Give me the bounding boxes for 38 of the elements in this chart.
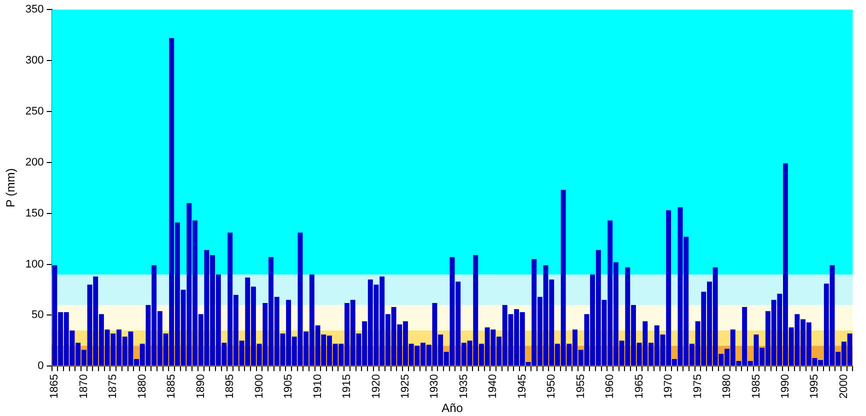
y-tick-label: 200: [25, 156, 44, 168]
x-tick-label: 1950: [546, 374, 558, 399]
x-tick-label: 1985: [750, 374, 762, 399]
x-tick-label: 1885: [166, 374, 178, 399]
x-tick-label: 1910: [312, 374, 324, 399]
x-tick-label: 1905: [282, 374, 295, 399]
x-tick-label: 1940: [487, 374, 500, 399]
x-tick-label: 1930: [428, 374, 441, 399]
y-tick-label: 50: [32, 309, 44, 322]
x-axis-title: Año: [442, 401, 464, 416]
x-tick-label: 1925: [399, 374, 412, 399]
x-tick-label: 1965: [633, 374, 646, 399]
x-tick-label: 1980: [721, 374, 734, 399]
x-tick-label: 1865: [48, 374, 61, 399]
y-tick-label: 350: [25, 4, 44, 16]
x-tick-label: 1990: [780, 374, 792, 399]
x-tick-label: 1900: [253, 374, 266, 399]
x-tick-label: 1975: [692, 374, 704, 399]
y-tick-label: 0: [38, 360, 44, 372]
y-tick-label: 250: [25, 105, 44, 118]
x-tick-label: 1920: [370, 374, 382, 399]
y-tick-label: 300: [25, 54, 44, 67]
y-tick-label: 100: [25, 258, 44, 270]
x-tick-label: 1870: [78, 374, 90, 399]
x-tick-label: 1895: [224, 374, 236, 399]
x-tick-label: 1880: [136, 374, 148, 399]
x-tick-label: 1955: [574, 374, 587, 399]
x-tick-label: 2000: [838, 374, 850, 399]
y-tick-label: 150: [25, 207, 44, 220]
x-tick-label: 1890: [194, 374, 207, 399]
x-tick-label: 1960: [604, 374, 616, 399]
x-tick-label: 1995: [808, 374, 821, 399]
x-tick-label: 1935: [458, 374, 470, 399]
x-tick-label: 1875: [107, 374, 120, 399]
x-tick-label: 1970: [662, 374, 675, 399]
x-tick-label: 1945: [516, 374, 528, 399]
y-axis-title: P (mm): [4, 168, 18, 208]
x-tick-label: 1915: [341, 374, 354, 399]
